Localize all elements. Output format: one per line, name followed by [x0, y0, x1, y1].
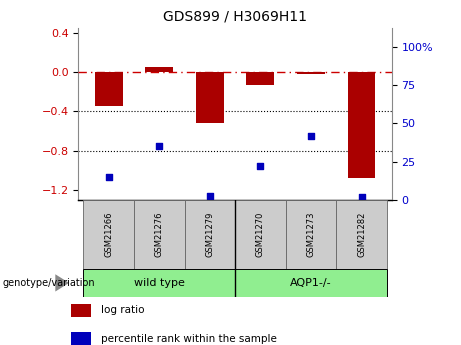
Bar — [297, 72, 325, 74]
Text: GSM21276: GSM21276 — [155, 212, 164, 257]
Text: GSM21279: GSM21279 — [205, 212, 214, 257]
Text: GSM21270: GSM21270 — [256, 212, 265, 257]
Point — [206, 193, 213, 198]
Bar — [71, 332, 91, 345]
Bar — [95, 72, 123, 107]
Point — [358, 194, 365, 200]
Text: log ratio: log ratio — [100, 305, 144, 315]
Polygon shape — [55, 274, 69, 292]
Bar — [247, 72, 274, 85]
Text: GSM21282: GSM21282 — [357, 212, 366, 257]
Bar — [145, 67, 173, 72]
Point — [155, 144, 163, 149]
Text: wild type: wild type — [134, 278, 185, 288]
Bar — [235, 200, 286, 269]
Point — [257, 164, 264, 169]
Bar — [83, 269, 235, 297]
Bar — [286, 200, 336, 269]
Bar — [235, 269, 387, 297]
Point — [105, 174, 112, 180]
Text: GSM21273: GSM21273 — [307, 212, 315, 257]
Bar — [336, 200, 387, 269]
Text: genotype/variation: genotype/variation — [2, 278, 95, 288]
Bar — [184, 200, 235, 269]
Text: percentile rank within the sample: percentile rank within the sample — [100, 334, 277, 344]
Bar — [196, 72, 224, 123]
Bar — [348, 72, 375, 178]
Text: AQP1-/-: AQP1-/- — [290, 278, 332, 288]
Bar — [71, 304, 91, 317]
Title: GDS899 / H3069H11: GDS899 / H3069H11 — [163, 10, 307, 24]
Bar — [134, 200, 184, 269]
Point — [307, 133, 315, 138]
Bar — [83, 200, 134, 269]
Text: GSM21266: GSM21266 — [104, 212, 113, 257]
